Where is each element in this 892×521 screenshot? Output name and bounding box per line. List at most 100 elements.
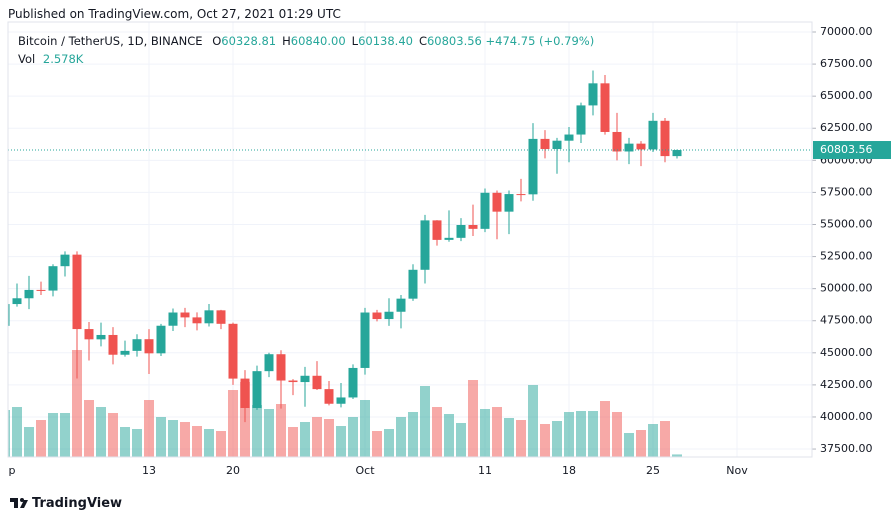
ohlc-value: 60328.81 (221, 34, 277, 48)
candle-body (420, 220, 430, 270)
candle-body (192, 317, 202, 324)
volume-bar (372, 431, 382, 457)
last-price-label: 60803.56 (820, 143, 873, 156)
y-tick-label: 50000.00 (820, 282, 873, 295)
y-tick-label: 42500.00 (820, 378, 873, 391)
x-tick-label: Oct (355, 464, 375, 477)
volume-bar (24, 427, 34, 457)
candle-body (384, 311, 394, 320)
candle-body (288, 380, 298, 383)
candle-body (180, 312, 190, 318)
candle-body (480, 192, 490, 229)
x-tick-label: 20 (226, 464, 240, 477)
volume-value: 2.578K (42, 52, 84, 66)
candle-body (612, 131, 622, 152)
x-tick-label: Nov (726, 464, 748, 477)
volume-bar (60, 413, 70, 457)
volume-bar (612, 412, 622, 457)
candle-body (552, 140, 562, 150)
candle-body (312, 375, 322, 390)
candle-body (60, 254, 70, 267)
volume-bar (96, 407, 106, 457)
volume-bar (528, 385, 538, 457)
volume-bar (228, 390, 238, 457)
volume-bar (120, 427, 130, 457)
volume-bar (516, 420, 526, 457)
volume-bar (636, 430, 646, 457)
volume-bar (300, 422, 310, 457)
candle-body (660, 120, 670, 157)
volume-bar (396, 417, 406, 457)
candle-body (108, 334, 118, 355)
candle-body (624, 143, 634, 152)
candle-body (492, 192, 502, 212)
x-tick-label: 18 (562, 464, 576, 477)
logo (10, 498, 28, 508)
candle-body (504, 194, 514, 212)
candle-body (228, 323, 238, 379)
candle-body (12, 298, 22, 305)
ohlc-value: 60803.56 (426, 34, 482, 48)
candle-body (24, 289, 34, 299)
y-tick-label: 52500.00 (820, 250, 873, 263)
ohlc-value: 60138.40 (358, 34, 413, 48)
y-tick-label: 65000.00 (820, 89, 873, 102)
volume-bar (180, 422, 190, 457)
x-tick-label: p (9, 464, 16, 477)
symbol-title: Bitcoin / TetherUS, 1D, BINANCE (18, 34, 203, 48)
x-tick-label: 13 (142, 464, 156, 477)
y-tick-label: 45000.00 (820, 346, 873, 359)
volume-bar (444, 414, 454, 457)
y-tick-label: 37500.00 (820, 442, 873, 455)
candle-body (648, 120, 658, 150)
candle-body (564, 134, 574, 141)
volume-bar (504, 418, 514, 457)
candle-body (156, 325, 166, 354)
candle-body (300, 375, 310, 383)
volume-bar (36, 420, 46, 457)
candle-body (516, 194, 526, 196)
x-tick-label: 25 (646, 464, 660, 477)
volume-bar (84, 400, 94, 457)
volume-bar (288, 427, 298, 457)
candle-body (540, 138, 550, 150)
candle-body (216, 310, 226, 324)
candle-body (588, 83, 598, 106)
candle-body (372, 312, 382, 320)
ohlc-key: H (282, 34, 291, 48)
volume-name: Vol (18, 52, 36, 66)
volume-bar (264, 409, 274, 457)
volume-bar (336, 426, 346, 457)
volume-bar (168, 420, 178, 457)
candle-body (672, 150, 682, 157)
candle-body (360, 312, 370, 368)
candle-body (144, 339, 154, 354)
candle-body (8, 304, 10, 326)
volume-bar (312, 417, 322, 457)
candle-body (636, 143, 646, 150)
ohlc-value: 60840.00 (290, 34, 346, 48)
volume-bar (492, 407, 502, 457)
y-tick-label: 55000.00 (820, 217, 873, 230)
volume-bar (108, 413, 118, 457)
candle-body (276, 354, 286, 381)
volume-bar (324, 419, 334, 457)
candle-body (132, 339, 142, 351)
volume-bar (348, 417, 358, 457)
y-tick-label: 47500.00 (820, 314, 873, 327)
candle-body (324, 389, 334, 404)
volume-legend: Vol 2.578K (18, 52, 83, 66)
ohlc-key: O (212, 34, 222, 48)
volume-bar (552, 421, 562, 457)
volume-bar (144, 400, 154, 457)
brand: TradingView (32, 496, 123, 511)
candle-body (528, 138, 538, 195)
volume-bar (360, 400, 370, 457)
volume-bar (468, 380, 478, 457)
candle-body (264, 354, 274, 372)
candle-body (408, 269, 418, 299)
candle-body (252, 371, 262, 408)
volume-bar (216, 431, 226, 457)
volume-bar (204, 429, 214, 457)
